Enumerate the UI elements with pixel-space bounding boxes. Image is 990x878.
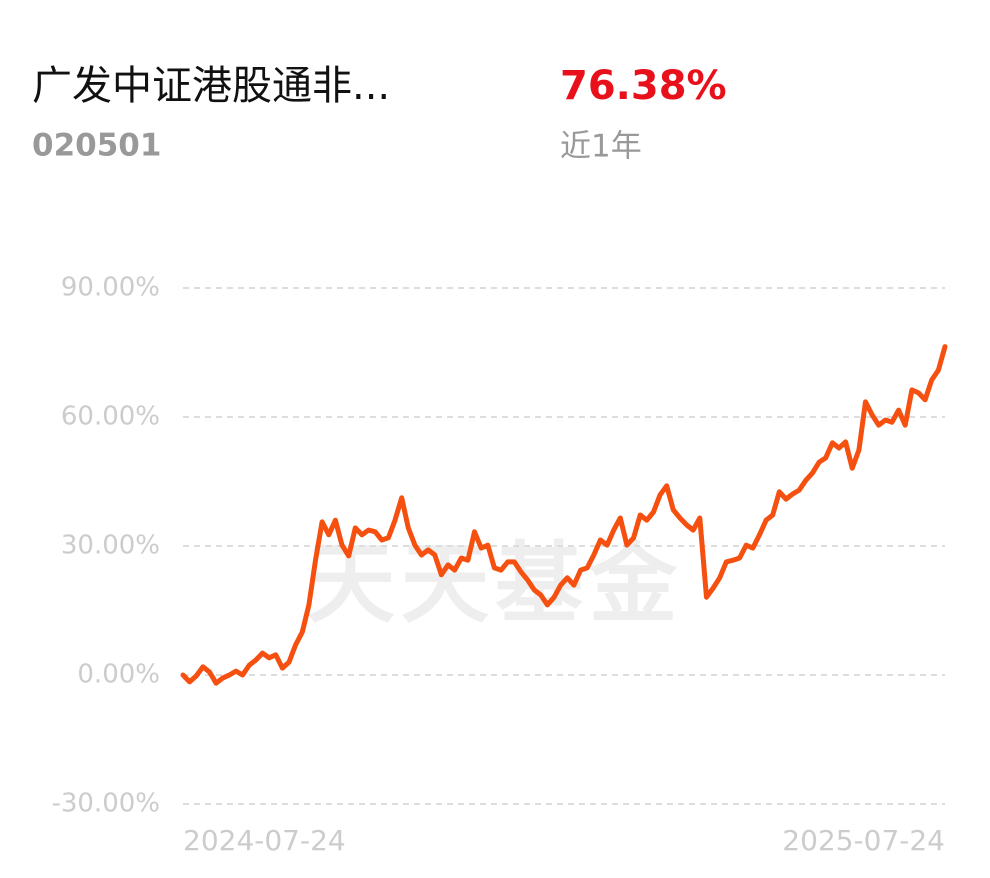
- x-tick-label: 2025-07-24: [782, 824, 945, 857]
- fund-code: 020501: [32, 128, 161, 164]
- y-tick-label: 60.00%: [61, 402, 160, 432]
- return-value: 76.38%: [560, 63, 727, 109]
- line: [180, 344, 948, 686]
- y-tick-label: 30.00%: [61, 531, 160, 561]
- watermark: 天天基金: [307, 532, 683, 635]
- y-tick-label: 90.00%: [61, 273, 160, 303]
- fund-name: 广发中证港股通非...: [32, 63, 390, 109]
- period-label: 近1年: [560, 129, 642, 165]
- x-tick-label: 2024-07-24: [183, 824, 346, 857]
- y-tick-label: -30.00%: [51, 789, 160, 819]
- y-tick-label: 0.00%: [77, 660, 160, 690]
